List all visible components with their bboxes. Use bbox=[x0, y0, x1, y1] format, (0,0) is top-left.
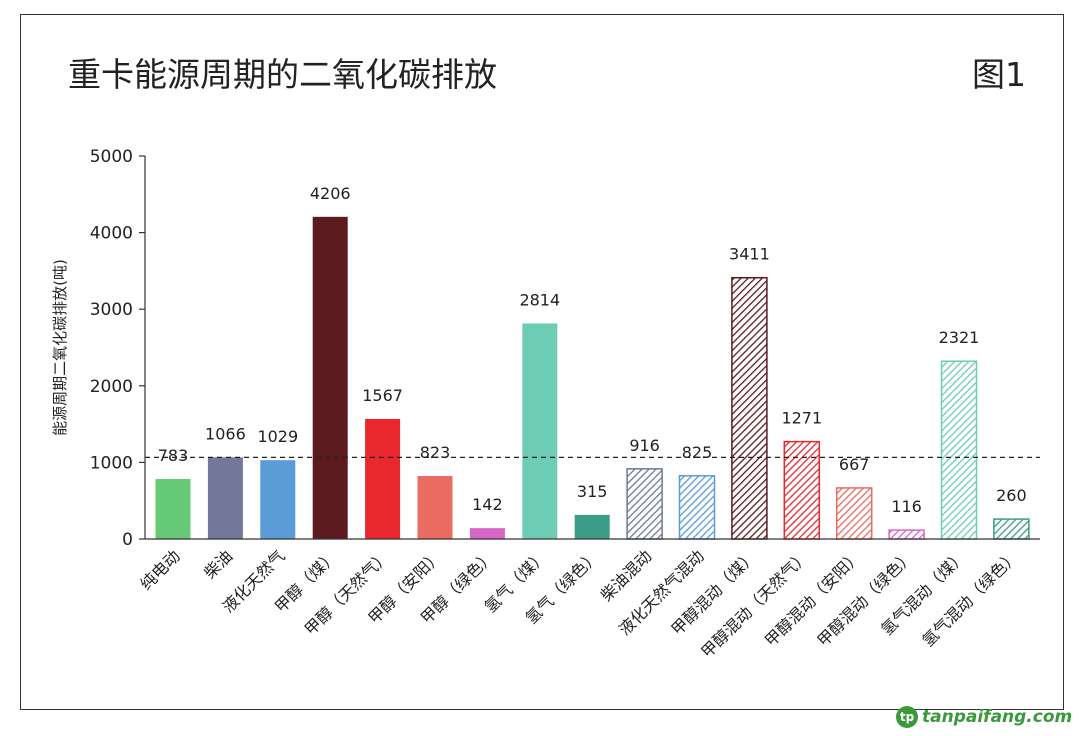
value-label-7: 142 bbox=[472, 495, 503, 514]
y-tick-label: 1000 bbox=[90, 453, 133, 473]
value-label-8: 2814 bbox=[519, 290, 560, 309]
value-label-10: 916 bbox=[629, 436, 660, 455]
y-tick-label: 0 bbox=[122, 530, 133, 550]
bar-17 bbox=[993, 518, 1030, 540]
value-label-13: 1271 bbox=[781, 409, 822, 428]
value-label-17: 260 bbox=[996, 486, 1027, 505]
bar-3 bbox=[260, 460, 296, 539]
category-label-14: 甲醇混动（安阳） bbox=[761, 546, 865, 650]
bar-13 bbox=[783, 440, 821, 540]
bar-11 bbox=[678, 475, 716, 540]
chart-title: 重卡能源周期的二氧化碳排放 bbox=[68, 55, 497, 94]
value-label-14: 667 bbox=[839, 455, 870, 474]
value-label-6: 823 bbox=[420, 443, 451, 462]
value-label-5: 1567 bbox=[362, 386, 403, 405]
figure-label: 图1 bbox=[972, 55, 1026, 94]
bar-15 bbox=[888, 529, 925, 540]
tanpaifang-logo-icon: tp bbox=[896, 706, 918, 728]
value-label-12: 3411 bbox=[729, 245, 770, 264]
bar-5 bbox=[365, 418, 401, 539]
value-label-3: 1029 bbox=[257, 427, 298, 446]
y-axis-label: 能源周期二氧化碳排放(吨) bbox=[51, 259, 69, 436]
value-label-2: 1066 bbox=[205, 424, 246, 443]
bar-12 bbox=[731, 276, 768, 540]
bar-16 bbox=[940, 360, 978, 540]
bar-8 bbox=[522, 323, 558, 539]
value-label-16: 2321 bbox=[939, 328, 980, 347]
bars-layer bbox=[155, 216, 1030, 540]
category-label-1: 纯电动 bbox=[136, 546, 183, 593]
bar-4 bbox=[312, 216, 348, 539]
bar-2 bbox=[207, 457, 243, 539]
bar-1 bbox=[155, 479, 191, 539]
value-label-1: 783 bbox=[158, 446, 189, 465]
bar-6 bbox=[417, 475, 453, 539]
y-tick-label: 4000 bbox=[90, 224, 133, 244]
value-label-11: 825 bbox=[682, 443, 713, 462]
bar-10 bbox=[626, 468, 663, 540]
category-label-2: 柴油 bbox=[200, 546, 236, 582]
value-label-9: 315 bbox=[577, 482, 608, 501]
y-tick-label: 2000 bbox=[90, 377, 133, 397]
value-labels: 783 1066 1029 4206 1567 823 142 2814 315 916 825 34… bbox=[158, 184, 1027, 516]
watermark-text: tanpaifang.com bbox=[922, 707, 1073, 727]
bar-7 bbox=[469, 528, 505, 539]
y-tick-label: 3000 bbox=[90, 300, 133, 320]
category-label-17: 氢气混动（绿色） bbox=[918, 546, 1022, 650]
bar-14 bbox=[835, 487, 873, 540]
category-label-15: 甲醇混动（绿色） bbox=[813, 546, 917, 650]
bar-9 bbox=[574, 514, 610, 539]
y-tick-label: 5000 bbox=[90, 147, 133, 167]
y-ticks: 0 1000 2000 3000 4000 5000 bbox=[90, 147, 145, 550]
value-label-4: 4206 bbox=[310, 184, 351, 203]
watermark: tp tanpaifang.com bbox=[896, 704, 1072, 730]
category-labels: 纯电动 柴油液化天然气甲醇（煤）甲醇（天然气）甲醇（安阳）甲醇（绿色）氢气（煤）氢… bbox=[136, 546, 1022, 661]
value-label-15: 116 bbox=[891, 497, 922, 516]
